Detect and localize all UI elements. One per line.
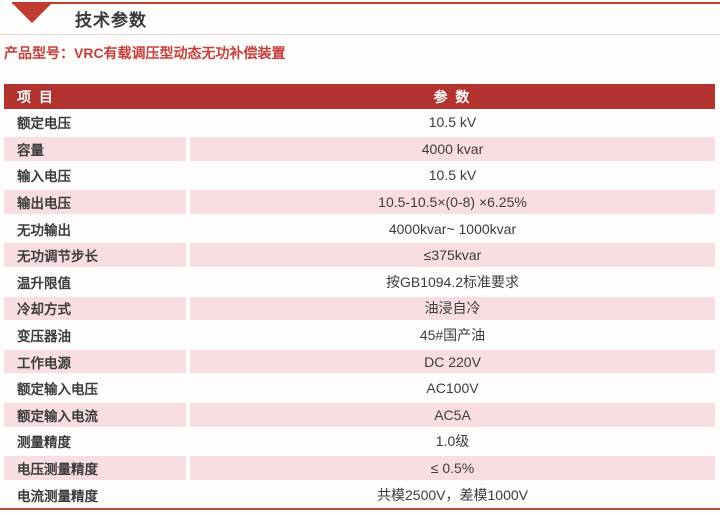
row-item-label: 容量 xyxy=(4,137,186,161)
table-row: 容量 4000 kvar xyxy=(4,136,715,163)
row-item-label: 工作电源 xyxy=(4,349,186,374)
row-item-label: 额定输入电压 xyxy=(17,382,98,398)
table-row: 电压测量精度 ≤ 0.5% xyxy=(4,455,715,482)
row-param-value: ≤375kvar xyxy=(190,243,715,268)
table-row: 额定输入电压 AC100V xyxy=(4,375,715,402)
table-row: 温升限值 按GB1094.2标准要求 xyxy=(4,269,715,296)
table-row: 电流测量精度 共模2500V，差模1000V xyxy=(4,481,715,508)
row-param-value: 共模2500V，差模1000V xyxy=(377,486,528,503)
table-row: 额定输入电流 AC5A xyxy=(4,402,715,429)
row-param-value: 1.0级 xyxy=(435,433,470,450)
row-item-label: 电流测量精度 xyxy=(17,488,98,504)
row-item-label: 额定输入电流 xyxy=(4,403,186,427)
row-item-label: 输入电压 xyxy=(17,169,71,185)
row-param-value: AC100V xyxy=(426,380,479,397)
table-row: 测量精度 1.0级 xyxy=(4,428,715,455)
row-param-value: 4000kvar~ 1000kvar xyxy=(388,220,517,237)
row-param-value: 油浸自冷 xyxy=(190,296,715,321)
table-row: 无功输出 4000kvar~ 1000kvar xyxy=(4,215,715,242)
row-param-value: DC 220V xyxy=(190,349,715,374)
row-item-label: 温升限值 xyxy=(17,275,71,291)
row-item-label: 测量精度 xyxy=(17,435,71,451)
page-title: 技术参数 xyxy=(75,11,147,30)
row-item-label: 无功调节步长 xyxy=(4,243,186,268)
table-row: 冷却方式 油浸自冷 xyxy=(4,295,715,322)
bookmark-triangle-icon xyxy=(12,3,52,23)
product-model-label: 产品型号： xyxy=(4,45,74,61)
row-param-value: 按GB1094.2标准要求 xyxy=(385,273,520,290)
column-header-param: 参 数 xyxy=(433,88,472,105)
product-model-value: VRC有载调压型动态无功补偿装置 xyxy=(74,45,286,61)
bottom-rule xyxy=(0,508,720,510)
table-row: 变压器油 45#国产油 xyxy=(4,322,715,349)
table-row: 输入电压 10.5 kV xyxy=(4,162,715,189)
row-item-label: 额定电压 xyxy=(17,116,71,132)
row-item-label: 变压器油 xyxy=(17,329,71,345)
table-header-row: 项 目 参 数 xyxy=(4,84,715,109)
row-item-label: 电压测量精度 xyxy=(4,456,186,480)
row-param-value: 45#国产油 xyxy=(419,327,486,344)
product-model-line: 产品型号：VRC有载调压型动态无功补偿装置 xyxy=(4,44,720,62)
row-param-value: AC5A xyxy=(190,403,715,427)
ribbon-line xyxy=(12,2,720,4)
table-row: 无功调节步长 ≤375kvar xyxy=(4,242,715,269)
row-item-label: 无功输出 xyxy=(17,222,71,238)
table-row: 输出电压 10.5-10.5×(0-8) ×6.25% xyxy=(4,189,715,216)
section-header: 技术参数 xyxy=(0,0,720,35)
row-param-value: 4000 kvar xyxy=(190,137,715,161)
row-param-value: 10.5-10.5×(0-8) ×6.25% xyxy=(190,190,715,214)
table-row: 工作电源 DC 220V xyxy=(4,348,715,375)
row-param-value: ≤ 0.5% xyxy=(190,456,715,480)
row-param-value: 10.5 kV xyxy=(428,167,477,184)
row-param-value: 10.5 kV xyxy=(428,114,477,131)
column-header-item: 项 目 xyxy=(17,88,55,105)
table-row: 额定电压 10.5 kV xyxy=(4,109,715,136)
row-item-label: 冷却方式 xyxy=(4,296,186,321)
row-item-label: 输出电压 xyxy=(4,190,186,214)
spec-table: 项 目 参 数 额定电压 10.5 kV 容量 4000 kvar 输入电压 1… xyxy=(4,84,715,508)
